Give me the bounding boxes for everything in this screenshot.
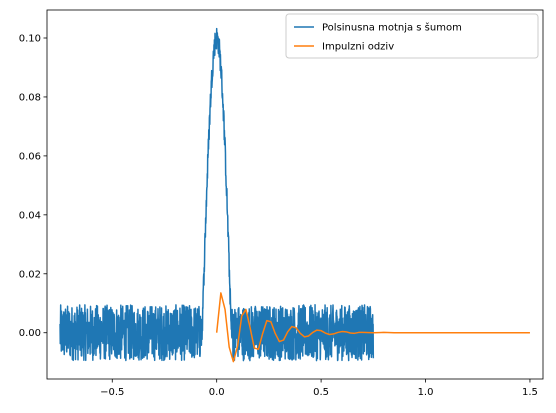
y-tick-label: 0.06 <box>19 151 41 162</box>
legend-box <box>285 13 539 59</box>
x-tick-label: 1.0 <box>418 387 434 398</box>
y-tick-label: 0.02 <box>19 269 41 280</box>
y-tick-label: 0.00 <box>19 328 41 339</box>
legend-label: Polsinusna motnja s šumom <box>322 22 462 34</box>
y-tick-label: 0.08 <box>19 92 41 103</box>
x-tick-label: 1.5 <box>522 387 538 398</box>
series-layer <box>59 27 530 363</box>
x-tick-label: −0.5 <box>100 387 124 398</box>
series-line-noisy-pulse <box>59 27 375 362</box>
x-tick-label: 0.0 <box>209 387 225 398</box>
y-tick-label: 0.10 <box>19 33 41 44</box>
axes-frame <box>46 9 544 380</box>
legend: Polsinusna motnja s šumom Impulzni odziv <box>285 13 539 59</box>
series-line-impulse-response <box>215 292 530 363</box>
y-tick-label: 0.04 <box>19 210 41 221</box>
y-axis: 0.00 0.02 0.04 0.06 0.08 0.10 <box>19 33 47 339</box>
x-tick-label: 0.5 <box>313 387 329 398</box>
x-axis: −0.5 0.0 0.5 1.0 1.5 <box>100 379 538 398</box>
plot-area <box>59 27 530 363</box>
legend-label: Impulzni odziv <box>322 42 394 53</box>
